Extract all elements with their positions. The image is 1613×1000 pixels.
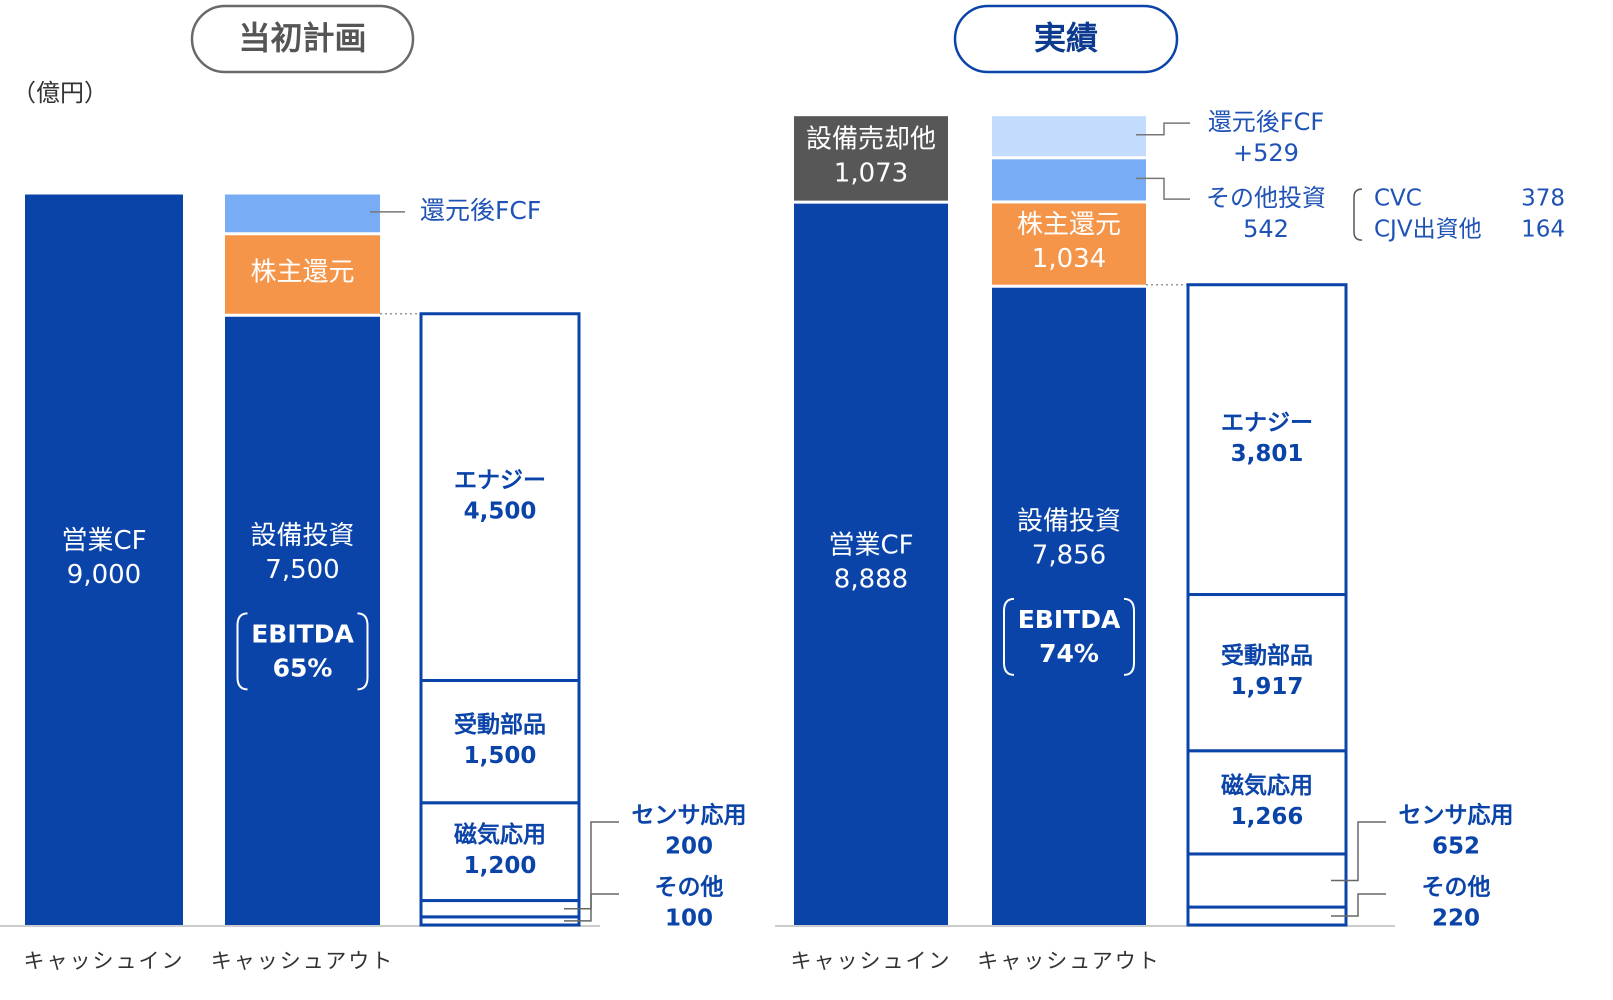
bar-segment bbox=[794, 116, 948, 201]
breakdown-segment bbox=[1186, 749, 1348, 856]
title-pill bbox=[190, 4, 415, 74]
breakdown-name: 受動部品 bbox=[1221, 642, 1313, 669]
breakdown-segment bbox=[419, 801, 581, 903]
note-bracket bbox=[357, 612, 369, 691]
segment-name: 株主還元 bbox=[1017, 210, 1121, 240]
bar-segment bbox=[225, 235, 380, 314]
segment-name: 設備投資 bbox=[1017, 506, 1121, 536]
segment-value: 1,034 bbox=[1032, 244, 1106, 274]
note-bracket bbox=[1003, 597, 1015, 676]
category-label: キャッシュイン bbox=[24, 949, 185, 973]
callout-name: 還元後FCF bbox=[1208, 108, 1324, 136]
breakdown-callout-name: センサ応用 bbox=[1399, 802, 1514, 829]
breakdown-segment bbox=[419, 312, 581, 682]
category-label: キャッシュイン bbox=[791, 949, 952, 973]
breakdown-callout-name: その他 bbox=[655, 875, 724, 901]
bar-segment bbox=[25, 194, 183, 925]
breakdown-callout-value: 100 bbox=[665, 906, 713, 932]
segment-value: 7,856 bbox=[1032, 540, 1106, 570]
callout-line bbox=[1136, 122, 1190, 136]
bar-segment bbox=[225, 194, 380, 233]
segment-name: 営業CF bbox=[828, 530, 913, 560]
category-label: キャッシュアウト bbox=[977, 949, 1161, 973]
note-value: 74% bbox=[1039, 639, 1099, 668]
segment-name: 設備売却他 bbox=[806, 124, 936, 154]
callout-value: 542 bbox=[1243, 215, 1289, 243]
segment-value: 7,500 bbox=[265, 555, 339, 585]
bar-segment bbox=[794, 203, 948, 926]
part-value: 164 bbox=[1521, 217, 1565, 243]
breakdown-segment bbox=[1186, 593, 1348, 753]
breakdown-value: 1,266 bbox=[1231, 804, 1304, 830]
bar-segment bbox=[992, 159, 1146, 201]
breakdown-callout-value: 220 bbox=[1432, 906, 1480, 932]
callout-line bbox=[1136, 177, 1190, 200]
breakdown-segment bbox=[1186, 905, 1348, 927]
part-value: 378 bbox=[1521, 186, 1565, 212]
breakdown-value: 1,917 bbox=[1231, 674, 1304, 700]
breakdown-value: 3,801 bbox=[1231, 441, 1304, 467]
segment-value: 8,888 bbox=[834, 564, 908, 594]
segment-name: 営業CF bbox=[61, 526, 146, 556]
breakdown-name: エナジー bbox=[1221, 410, 1313, 436]
callout-line bbox=[564, 893, 619, 922]
bar-segment bbox=[992, 287, 1146, 926]
breakdown-name: 磁気応用 bbox=[454, 821, 546, 848]
callout-line bbox=[564, 821, 619, 910]
breakdown-value: 1,200 bbox=[464, 853, 537, 879]
callout-name: その他投資 bbox=[1206, 184, 1326, 212]
callout-line bbox=[1331, 893, 1386, 917]
parts-bracket bbox=[1353, 188, 1363, 241]
breakdown-value: 1,500 bbox=[464, 743, 537, 769]
breakdown-callout-value: 200 bbox=[665, 834, 713, 860]
note-label: EBITDA bbox=[1018, 605, 1121, 634]
segment-name: 株主還元 bbox=[250, 258, 354, 288]
bar-segment bbox=[225, 316, 380, 925]
breakdown-segment bbox=[419, 679, 581, 805]
callout-name: 還元後FCF bbox=[420, 196, 541, 225]
note-label: EBITDA bbox=[251, 619, 354, 648]
title-pill bbox=[953, 4, 1179, 74]
bar-segment bbox=[992, 203, 1146, 285]
breakdown-name: 受動部品 bbox=[454, 711, 546, 738]
panel-title: 当初計画 bbox=[238, 19, 366, 57]
category-label: キャッシュアウト bbox=[211, 949, 395, 973]
breakdown-callout-name: その他 bbox=[1422, 875, 1491, 901]
panel-title: 実績 bbox=[1034, 19, 1098, 57]
callout-line bbox=[1331, 821, 1386, 882]
breakdown-value: 4,500 bbox=[464, 499, 537, 525]
unit-label: （億円） bbox=[12, 79, 108, 107]
breakdown-name: 磁気応用 bbox=[1221, 772, 1313, 799]
segment-name: 設備投資 bbox=[250, 521, 354, 551]
part-name: CJV出資他 bbox=[1374, 217, 1482, 243]
breakdown-segment bbox=[1186, 852, 1348, 909]
part-name: CVC bbox=[1374, 186, 1422, 212]
segment-value: 9,000 bbox=[67, 560, 141, 590]
note-bracket bbox=[1123, 597, 1135, 676]
breakdown-callout-name: センサ応用 bbox=[632, 802, 747, 829]
breakdown-callout-value: 652 bbox=[1432, 834, 1480, 860]
breakdown-segment bbox=[1186, 283, 1348, 597]
bar-segment bbox=[992, 116, 1146, 157]
breakdown-segment bbox=[419, 899, 581, 919]
callout-value: +529 bbox=[1233, 139, 1299, 167]
note-bracket bbox=[236, 612, 248, 691]
note-value: 65% bbox=[273, 653, 333, 682]
breakdown-name: エナジー bbox=[454, 468, 546, 494]
segment-value: 1,073 bbox=[834, 158, 908, 188]
